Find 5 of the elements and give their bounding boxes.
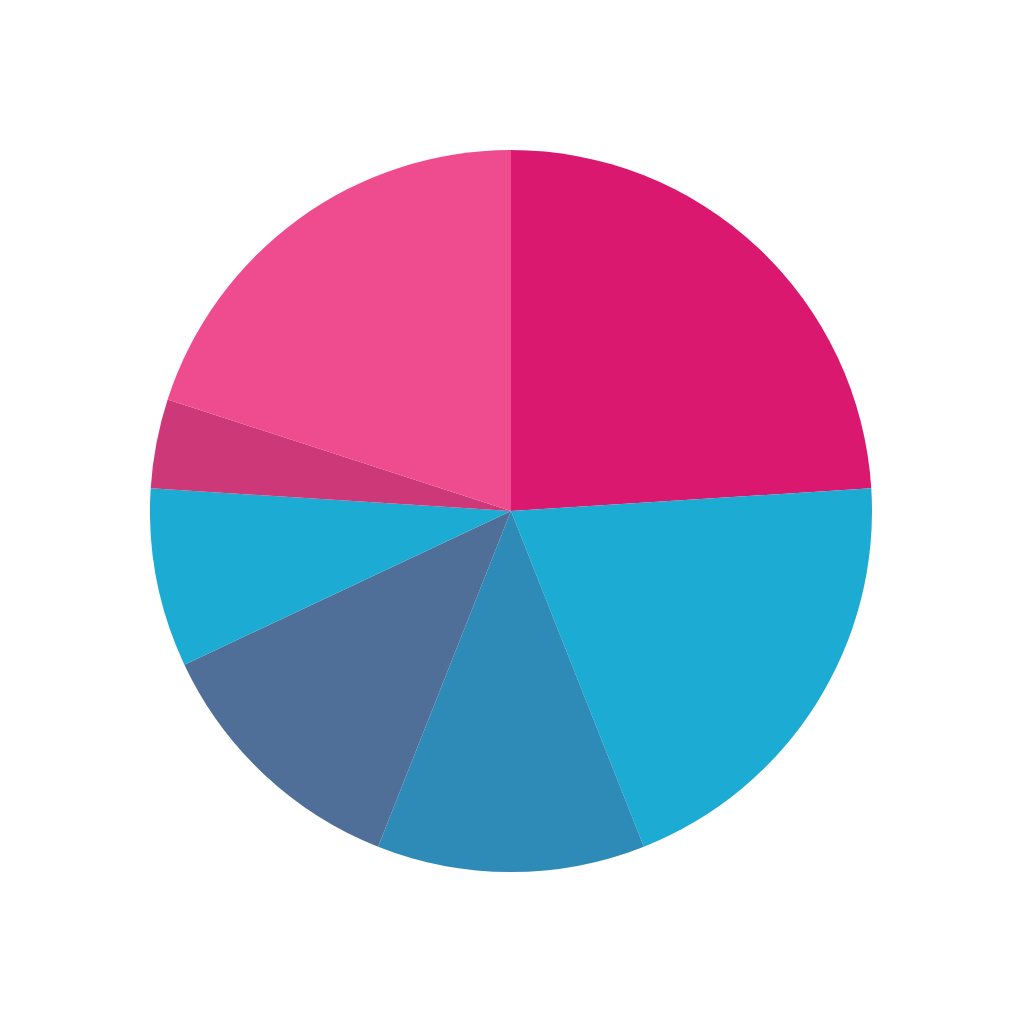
pie-slice: [150, 399, 511, 511]
pie-slice: [167, 150, 511, 511]
pie-slice: [184, 511, 511, 847]
pie-slice: [378, 511, 644, 872]
pie-slice: [511, 150, 872, 511]
